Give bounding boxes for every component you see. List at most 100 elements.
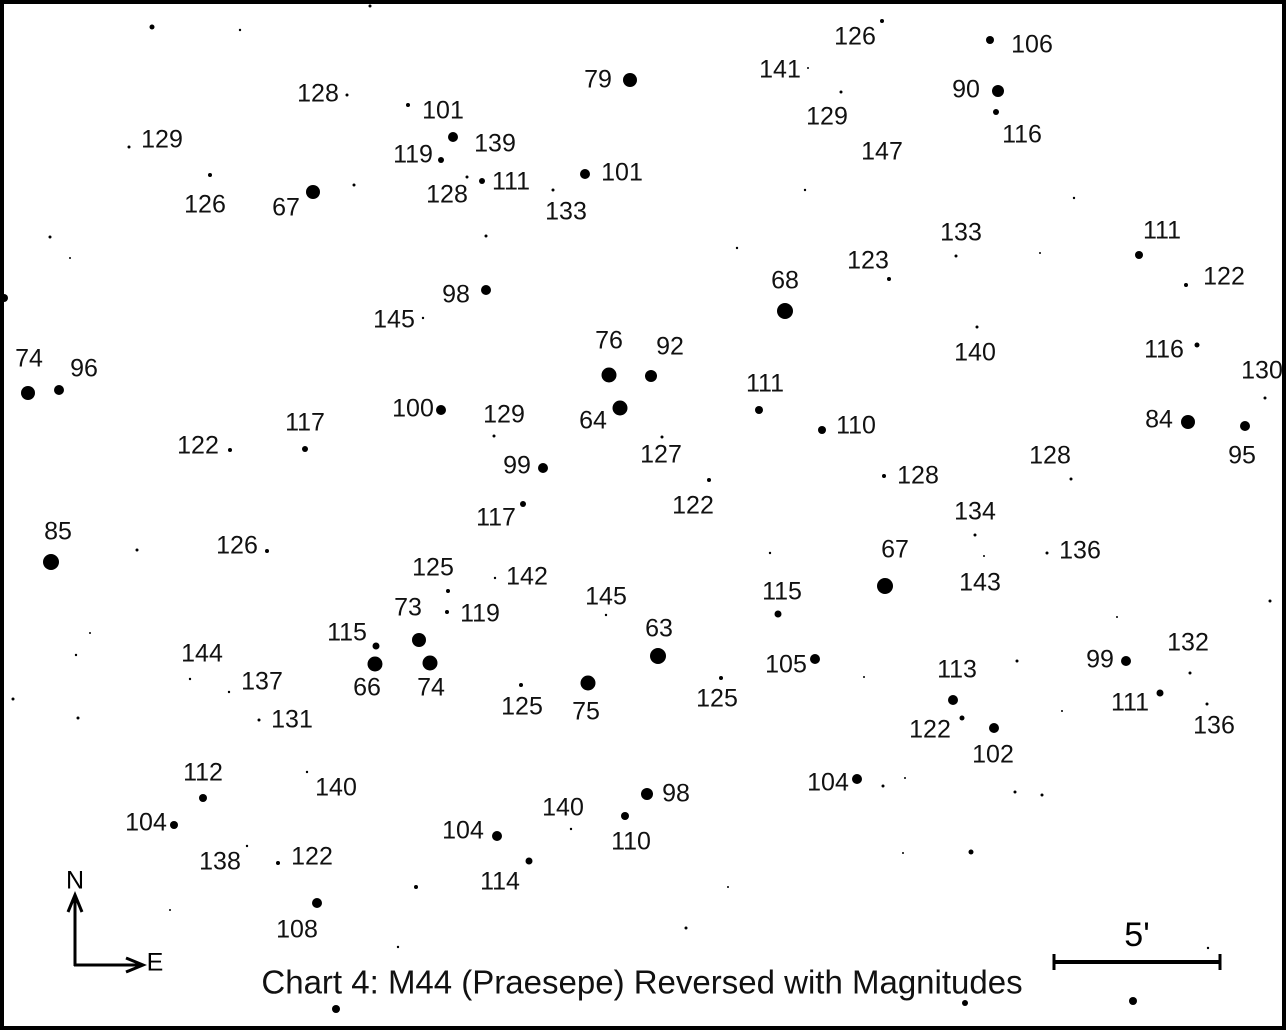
star: [276, 861, 280, 865]
star: [880, 19, 884, 23]
magnitude-label: 130: [1241, 357, 1283, 385]
magnitude-label: 140: [954, 339, 996, 367]
faint-star: [962, 1000, 968, 1006]
magnitude-label: 127: [640, 441, 682, 469]
magnitude-label: 131: [271, 706, 313, 734]
faint-star: [863, 676, 865, 678]
faint-star: [1015, 659, 1019, 663]
star: [306, 185, 320, 199]
faint-star: [352, 183, 356, 187]
star: [839, 90, 843, 94]
star: [372, 642, 380, 650]
star: [601, 367, 617, 383]
star: [302, 446, 308, 452]
star: [422, 655, 438, 671]
star: [1205, 702, 1209, 706]
magnitude-label: 125: [412, 554, 454, 582]
star: [807, 67, 809, 69]
star: [992, 85, 1004, 97]
magnitude-label: 125: [501, 693, 543, 721]
star: [604, 613, 608, 617]
star: [492, 831, 502, 841]
star: [623, 73, 637, 87]
chart-title: Chart 4: M44 (Praesepe) Reversed with Ma…: [261, 964, 1022, 1001]
star: [1156, 689, 1164, 697]
star: [257, 718, 261, 722]
magnitude-label: 132: [1167, 629, 1209, 657]
faint-star: [396, 945, 400, 949]
star: [54, 385, 64, 395]
star: [650, 648, 666, 664]
magnitude-label: 105: [765, 651, 807, 679]
magnitude-label: 110: [611, 828, 651, 856]
faint-star: [368, 4, 372, 8]
star: [1188, 671, 1192, 675]
star: [538, 463, 548, 473]
star: [660, 435, 664, 439]
magnitude-label: 95: [1228, 442, 1256, 470]
faint-star: [1040, 793, 1044, 797]
star: [208, 173, 212, 177]
faint-star: [968, 849, 974, 855]
star: [612, 400, 628, 416]
magnitude-label: 128: [1029, 442, 1071, 470]
magnitude-label: 112: [183, 759, 223, 787]
magnitude-label: 143: [959, 569, 1001, 597]
magnitude-label: 122: [909, 716, 951, 744]
magnitude-label: 68: [771, 267, 799, 295]
magnitude-label: 98: [442, 281, 470, 309]
star: [412, 633, 426, 647]
faint-star: [169, 909, 171, 911]
magnitude-label: 126: [834, 23, 876, 51]
magnitude-label: 147: [861, 138, 903, 166]
star: [406, 103, 410, 107]
magnitude-label: 129: [806, 103, 848, 131]
star: [948, 695, 958, 705]
magnitude-label: 134: [954, 498, 996, 526]
faint-star: [1268, 599, 1272, 603]
star: [989, 723, 999, 733]
star: [228, 448, 232, 452]
magnitude-label: 110: [836, 412, 876, 440]
star: [1069, 477, 1073, 481]
star: [227, 690, 231, 694]
star: [777, 303, 793, 319]
magnitude-label: 67: [881, 536, 909, 564]
faint-star: [904, 777, 906, 779]
faint-star: [74, 653, 78, 657]
magnitude-label: 129: [483, 401, 525, 429]
magnitude-label: 114: [480, 868, 520, 896]
faint-star: [11, 697, 15, 701]
star: [188, 677, 192, 681]
star: [265, 549, 269, 553]
magnitude-label: 96: [70, 355, 98, 383]
star: [127, 145, 131, 149]
magnitude-label: 137: [241, 668, 283, 696]
faint-star: [684, 926, 688, 930]
magnitude-label: 67: [272, 194, 300, 222]
magnitude-label: 119: [393, 141, 433, 169]
faint-star: [1061, 710, 1063, 712]
magnitude-label: 138: [199, 848, 241, 876]
star: [445, 610, 449, 614]
star: [810, 654, 820, 664]
magnitude-label: 122: [177, 432, 219, 460]
compass: N E: [66, 867, 163, 977]
east-arrowhead: [125, 956, 147, 974]
faint-star: [149, 24, 155, 30]
star: [479, 178, 485, 184]
magnitude-label: 64: [579, 407, 607, 435]
magnitude-label: 79: [584, 66, 612, 94]
star: [520, 501, 526, 507]
scale-label: 5': [1124, 916, 1149, 954]
star: [1181, 415, 1195, 429]
magnitude-label: 119: [460, 600, 500, 628]
star: [973, 533, 977, 537]
star: [580, 675, 596, 691]
north-arrowhead: [66, 891, 84, 913]
star: [1045, 551, 1049, 555]
magnitude-label: 111: [746, 370, 784, 398]
north-label: N: [66, 867, 84, 895]
magnitude-label: 128: [297, 80, 339, 108]
faint-star: [484, 234, 488, 238]
